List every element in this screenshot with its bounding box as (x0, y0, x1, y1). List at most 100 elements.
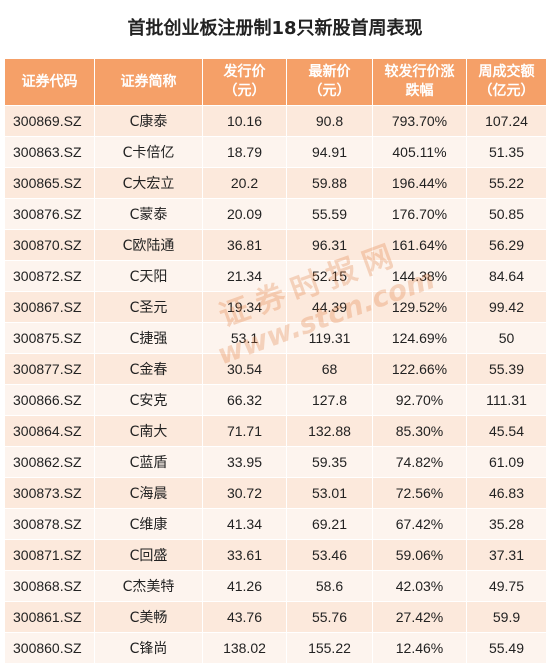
col-header-name: 证券简称 (94, 58, 203, 106)
table-row: 300873.SZ C海晨 30.72 53.01 72.56% 46.83 (4, 477, 547, 509)
cell-issue-price: 66.32 (202, 384, 287, 416)
cell-latest-price: 127.8 (286, 384, 373, 416)
cell-turnover: 45.54 (466, 415, 547, 447)
cell-code: 300868.SZ (4, 570, 95, 602)
cell-code: 300878.SZ (4, 508, 95, 540)
cell-turnover: 51.35 (466, 136, 547, 168)
table-row: 300875.SZ C捷强 53.1 119.31 124.69% 50 (4, 322, 547, 354)
cell-latest-price: 59.35 (286, 446, 373, 478)
table-row: 300877.SZ C金春 30.54 68 122.66% 55.39 (4, 353, 547, 385)
cell-name: C回盛 (94, 539, 203, 571)
col-header-turnover-line2: （亿元） (478, 83, 535, 99)
cell-name: C大宏立 (94, 167, 203, 199)
table-row: 300863.SZ C卡倍亿 18.79 94.91 405.11% 51.35 (4, 136, 547, 168)
cell-code: 300862.SZ (4, 446, 95, 478)
table-row: 300860.SZ C锋尚 138.02 155.22 12.46% 55.49 (4, 632, 547, 664)
cell-latest-price: 58.6 (286, 570, 373, 602)
cell-name: C圣元 (94, 291, 203, 323)
cell-change: 196.44% (372, 167, 467, 199)
col-header-turnover-line1: 周成交额 (478, 64, 535, 80)
table-row: 300878.SZ C维康 41.34 69.21 67.42% 35.28 (4, 508, 547, 540)
cell-turnover: 107.24 (466, 105, 547, 137)
cell-issue-price: 30.54 (202, 353, 287, 385)
cell-issue-price: 53.1 (202, 322, 287, 354)
cell-turnover: 61.09 (466, 446, 547, 478)
cell-code: 300877.SZ (4, 353, 95, 385)
cell-code: 300871.SZ (4, 539, 95, 571)
cell-name: C安克 (94, 384, 203, 416)
cell-latest-price: 119.31 (286, 322, 373, 354)
cell-turnover: 99.42 (466, 291, 547, 323)
col-header-change: 较发行价涨 跌幅 (372, 58, 467, 106)
table-row: 300870.SZ C欧陆通 36.81 96.31 161.64% 56.29 (4, 229, 547, 261)
cell-turnover: 55.39 (466, 353, 547, 385)
cell-issue-price: 10.16 (202, 105, 287, 137)
table-row: 300866.SZ C安克 66.32 127.8 92.70% 111.31 (4, 384, 547, 416)
cell-latest-price: 96.31 (286, 229, 373, 261)
col-header-name-line1: 证券简称 (120, 73, 177, 90)
cell-name: C卡倍亿 (94, 136, 203, 168)
cell-latest-price: 55.76 (286, 601, 373, 633)
cell-code: 300864.SZ (4, 415, 95, 447)
col-header-turnover: 周成交额 （亿元） (466, 58, 547, 106)
cell-change: 85.30% (372, 415, 467, 447)
cell-change: 405.11% (372, 136, 467, 168)
cell-change: 27.42% (372, 601, 467, 633)
cell-name: C蒙泰 (94, 198, 203, 230)
cell-change: 793.70% (372, 105, 467, 137)
col-header-issue-price-line2: （元） (223, 83, 266, 99)
cell-latest-price: 53.46 (286, 539, 373, 571)
table-row: 300868.SZ C杰美特 41.26 58.6 42.03% 49.75 (4, 570, 547, 602)
cell-latest-price: 55.59 (286, 198, 373, 230)
chart-title: 首批创业板注册制18只新股首周表现 (127, 18, 423, 39)
table-row: 300872.SZ C天阳 21.34 52.15 144.38% 84.64 (4, 260, 547, 292)
cell-latest-price: 69.21 (286, 508, 373, 540)
cell-issue-price: 21.34 (202, 260, 287, 292)
cell-turnover: 55.49 (466, 632, 547, 664)
cell-change: 42.03% (372, 570, 467, 602)
cell-turnover: 59.9 (466, 601, 547, 633)
table-row: 300876.SZ C蒙泰 20.09 55.59 176.70% 50.85 (4, 198, 547, 230)
cell-turnover: 46.83 (466, 477, 547, 509)
cell-issue-price: 43.76 (202, 601, 287, 633)
cell-name: C蓝盾 (94, 446, 203, 478)
cell-issue-price: 20.2 (202, 167, 287, 199)
cell-issue-price: 41.34 (202, 508, 287, 540)
table-row: 300867.SZ C圣元 19.34 44.39 129.52% 99.42 (4, 291, 547, 323)
cell-code: 300867.SZ (4, 291, 95, 323)
cell-issue-price: 18.79 (202, 136, 287, 168)
table-row: 300865.SZ C大宏立 20.2 59.88 196.44% 55.22 (4, 167, 547, 199)
cell-issue-price: 138.02 (202, 632, 287, 664)
col-header-latest-price-line2: （元） (308, 83, 351, 99)
cell-latest-price: 44.39 (286, 291, 373, 323)
cell-turnover: 50.85 (466, 198, 547, 230)
cell-issue-price: 33.61 (202, 539, 287, 571)
table-body: 300869.SZ C康泰 10.16 90.8 793.70% 107.24 300863… (4, 105, 547, 664)
cell-change: 72.56% (372, 477, 467, 509)
cell-change: 144.38% (372, 260, 467, 292)
cell-name: C海晨 (94, 477, 203, 509)
col-header-issue-price: 发行价 （元） (202, 58, 287, 106)
cell-change: 12.46% (372, 632, 467, 664)
cell-code: 300869.SZ (4, 105, 95, 137)
cell-code: 300861.SZ (4, 601, 95, 633)
cell-turnover: 111.31 (466, 384, 547, 416)
cell-change: 161.64% (372, 229, 467, 261)
col-header-change-line1: 较发行价涨 (384, 64, 455, 80)
cell-latest-price: 53.01 (286, 477, 373, 509)
cell-issue-price: 30.72 (202, 477, 287, 509)
stock-table: 证券代码 证券简称 发行价 （元） 最新价 （元） 较发行价涨 跌幅 周成交额 （亿元）… (4, 58, 547, 664)
cell-change: 59.06% (372, 539, 467, 571)
cell-latest-price: 132.88 (286, 415, 373, 447)
cell-name: C康泰 (94, 105, 203, 137)
cell-code: 300876.SZ (4, 198, 95, 230)
cell-latest-price: 155.22 (286, 632, 373, 664)
cell-latest-price: 52.15 (286, 260, 373, 292)
cell-latest-price: 68 (286, 353, 373, 385)
cell-code: 300875.SZ (4, 322, 95, 354)
cell-name: C捷强 (94, 322, 203, 354)
cell-change: 129.52% (372, 291, 467, 323)
cell-change: 67.42% (372, 508, 467, 540)
col-header-latest-price-line1: 最新价 (308, 64, 351, 80)
cell-code: 300860.SZ (4, 632, 95, 664)
